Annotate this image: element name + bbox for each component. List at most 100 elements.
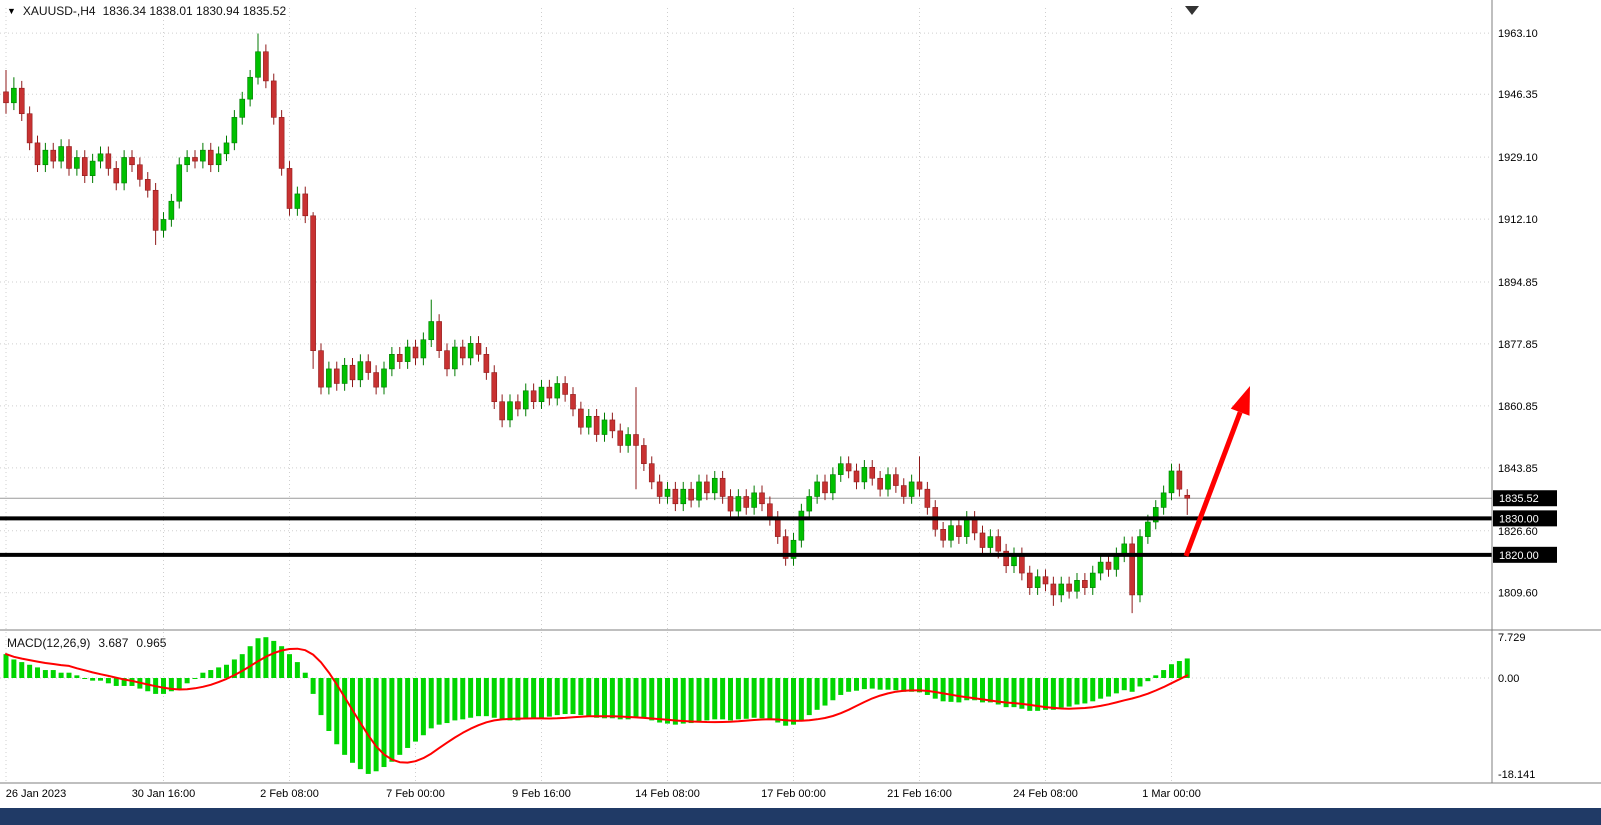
candle — [18, 80, 25, 122]
macd-bar — [751, 678, 757, 718]
macd-bar — [129, 678, 135, 686]
chart-symbol-header: ▼ XAUUSD-,H4 1836.34 1838.01 1830.94 183… — [7, 4, 286, 18]
macd-bar — [342, 678, 348, 755]
candle — [302, 186, 309, 224]
candle — [247, 69, 253, 107]
candle — [963, 511, 970, 544]
macd-bar — [176, 678, 182, 689]
candle — [916, 456, 923, 497]
candle — [806, 489, 813, 519]
macd-bar — [515, 678, 521, 721]
macd-bar — [279, 646, 285, 678]
macd-bar — [1153, 675, 1159, 678]
candle — [74, 150, 80, 176]
macd-bar — [956, 678, 962, 703]
macd-bar — [247, 646, 253, 678]
macd-bar — [66, 672, 72, 678]
macd-bar — [294, 662, 300, 678]
candle — [1097, 554, 1104, 581]
macd-bar — [373, 678, 379, 772]
macd-bar — [633, 678, 639, 718]
candle — [286, 161, 293, 216]
macd-bar — [105, 678, 111, 684]
candle — [759, 485, 765, 512]
macd-bar — [491, 678, 497, 718]
candle — [633, 387, 639, 490]
macd-bar — [830, 678, 836, 701]
candle — [341, 357, 348, 391]
macd-bar — [854, 678, 859, 691]
candle — [719, 470, 726, 504]
macd-bar — [428, 678, 434, 729]
candle — [617, 423, 624, 453]
macd-bar — [184, 678, 190, 684]
macd-bar — [271, 640, 277, 678]
macd-bar — [806, 678, 812, 716]
candle — [200, 142, 206, 169]
macd-signal-line — [5, 647, 1189, 764]
candle — [798, 503, 805, 548]
macd-bar — [499, 678, 505, 720]
candle — [593, 409, 600, 442]
macd-bar — [113, 678, 119, 686]
macd-bar — [688, 678, 694, 724]
macd-bar — [657, 678, 663, 723]
pane-separators — [0, 0, 1601, 784]
chart-shift-marker[interactable] — [1185, 6, 1199, 15]
macd-bar — [838, 678, 844, 695]
macd-bar — [696, 678, 702, 722]
candle — [1137, 529, 1143, 603]
candle — [609, 412, 616, 439]
candle — [160, 212, 167, 238]
macd-bar — [420, 678, 426, 736]
price-axis-label: 1912.10 — [1498, 214, 1538, 226]
macd-bar — [948, 678, 954, 702]
candle — [554, 376, 561, 406]
candle — [81, 150, 88, 183]
price-axis-label: 1929.10 — [1498, 152, 1538, 164]
candle — [790, 532, 797, 566]
candle — [11, 77, 17, 111]
macd-bar — [90, 678, 96, 681]
candle — [869, 460, 876, 486]
candle — [144, 172, 151, 198]
candle — [294, 186, 301, 216]
candle — [853, 463, 860, 490]
candle — [444, 343, 450, 377]
macd-bar — [846, 678, 852, 692]
candle — [522, 383, 529, 417]
macd-value: 3.687 — [98, 636, 129, 650]
symbol-timeframe-label: XAUUSD-,H4 — [22, 4, 96, 18]
candle — [396, 347, 403, 369]
candle — [263, 44, 269, 89]
candle — [570, 387, 576, 417]
candle — [711, 470, 718, 501]
macd-axis-label: 0.00 — [1498, 673, 1519, 685]
macd-bar — [554, 678, 560, 716]
macd-bar — [1176, 661, 1182, 678]
macd-bar — [735, 678, 741, 720]
macd-bar — [460, 678, 466, 720]
candle — [625, 427, 631, 453]
macd-bar — [50, 670, 56, 678]
candle — [979, 525, 986, 555]
macd-bar — [74, 675, 80, 678]
candle — [318, 343, 324, 395]
time-axis-label: 1 Mar 00:00 — [1142, 788, 1201, 800]
collapse-chart-icon[interactable]: ▼ — [7, 6, 16, 16]
candle — [389, 347, 395, 377]
candle — [774, 511, 781, 544]
candle — [129, 150, 135, 173]
price-axis-label: 1946.35 — [1498, 89, 1538, 101]
macd-bar — [523, 678, 529, 720]
candle — [1113, 547, 1120, 577]
macd-bar — [641, 678, 647, 719]
candle — [475, 336, 482, 362]
macd-bar — [775, 678, 781, 723]
trend-arrow[interactable] — [1183, 386, 1250, 557]
candle — [1152, 500, 1159, 530]
macd-bar — [1169, 664, 1174, 678]
macd-bar — [901, 678, 907, 692]
candle — [89, 153, 96, 183]
